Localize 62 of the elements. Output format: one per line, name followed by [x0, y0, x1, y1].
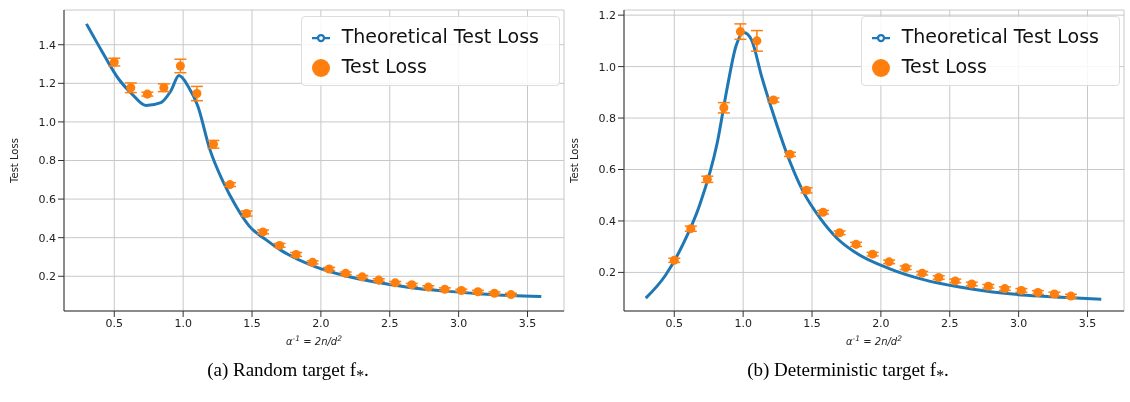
point	[669, 255, 679, 265]
x-axis-title: α$^{-1}$ = 2n/d$^{2}$	[285, 333, 343, 347]
y-axis-title: Test Loss	[568, 138, 580, 184]
point	[934, 273, 944, 283]
line-series	[84, 22, 543, 299]
point	[473, 287, 483, 297]
y-axis-title: Test Loss	[8, 138, 20, 184]
y-tick-label: 0.2	[38, 270, 56, 284]
point	[456, 286, 466, 296]
point	[901, 263, 911, 273]
x-tick-label: 0.5	[665, 316, 684, 330]
point	[440, 284, 450, 294]
y-tick-label: 0.8	[598, 111, 616, 125]
x-tick-label: 2.0	[312, 316, 330, 330]
legend-label: Theoretical Test Loss	[901, 25, 1099, 47]
y-tick-label: 1.2	[598, 9, 616, 23]
legend-label: Test Loss	[341, 55, 427, 77]
x-tick-label: 3.0	[1009, 316, 1028, 330]
x-tick-label: 1.0	[174, 316, 192, 330]
point	[735, 27, 745, 37]
legend-label: Test Loss	[901, 55, 987, 77]
point	[1049, 289, 1059, 299]
x-axis-title: α$^{-1}$ = 2n/d$^{2}$	[845, 333, 903, 347]
point	[1016, 285, 1026, 295]
point	[390, 278, 400, 288]
point	[308, 257, 318, 267]
point	[702, 174, 712, 184]
x-tick-label: 2.5	[941, 316, 959, 330]
point	[489, 288, 499, 298]
x-tick-label: 2.0	[872, 316, 890, 330]
x-tick-label: 3.5	[518, 316, 537, 330]
point	[192, 89, 202, 99]
y-tick-label: 0.4	[38, 231, 56, 245]
point	[752, 36, 762, 46]
x-tick-label: 1.5	[803, 316, 821, 330]
x-tick-label: 2.5	[381, 316, 399, 330]
y-tick-label: 0.4	[598, 214, 616, 228]
point	[768, 95, 778, 105]
legend-label: Theoretical Test Loss	[341, 25, 539, 47]
point	[407, 280, 417, 290]
x-tick-label: 0.5	[105, 316, 124, 330]
point	[983, 281, 993, 291]
text: (b) Deterministic target f$_{*}$.	[746, 359, 950, 385]
y-tick-label: 1.0	[598, 60, 616, 74]
point	[357, 272, 367, 282]
x-tick-label: 1.0	[734, 316, 752, 330]
point	[341, 268, 351, 278]
x-tick-label: 1.5	[243, 316, 261, 330]
point	[506, 290, 516, 300]
y-tick-label: 1.2	[38, 77, 56, 91]
x-tick-label: 3.0	[449, 316, 468, 330]
y-tick-label: 0.6	[598, 163, 616, 177]
y-tick-label: 0.8	[38, 154, 56, 168]
point	[142, 89, 152, 99]
point	[275, 240, 285, 250]
y-tick-label: 1.0	[38, 115, 56, 129]
y-tick-label: 0.2	[598, 266, 616, 280]
x-tick-label: 3.5	[1078, 316, 1097, 330]
y-tick-label: 1.4	[38, 38, 56, 52]
y-tick-label: 0.6	[38, 192, 56, 206]
text: (a) Random target f$_{*}$.	[206, 359, 370, 385]
point	[868, 249, 878, 259]
